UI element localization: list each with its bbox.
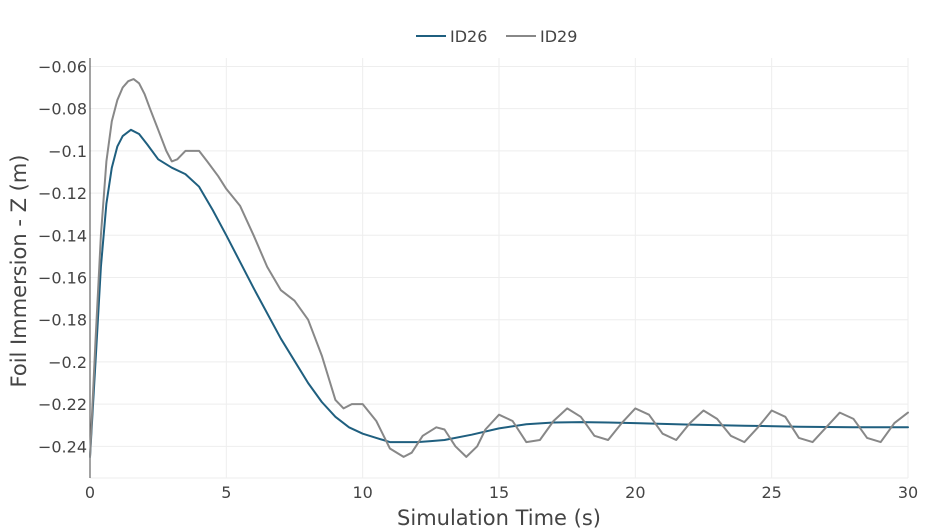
x-tick-label: 0 [85, 483, 95, 502]
legend-label: ID26 [450, 27, 487, 46]
x-tick-labels: 0 5 10 15 20 25 30 [85, 483, 918, 502]
y-tick-labels: −0.24 −0.22 −0.2 −0.18 −0.16 −0.14 −0.12 −0.1 −0… [38, 57, 87, 456]
y-tick-label: −0.16 [38, 268, 87, 287]
legend-item-id29[interactable]: ID29 [506, 27, 577, 46]
x-gridlines [225, 58, 909, 478]
y-gridlines [90, 65, 908, 447]
y-tick-label: −0.22 [38, 395, 87, 414]
series-line-id29 [89, 78, 909, 458]
x-tick-label: 20 [625, 483, 645, 502]
y-tick-label: −0.18 [38, 311, 87, 330]
y-tick-label: −0.14 [38, 226, 87, 245]
legend-item-id26[interactable]: ID26 [416, 27, 487, 46]
y-tick-label: −0.12 [38, 184, 87, 203]
y-tick-label: −0.24 [38, 437, 87, 456]
y-tick-label: −0.2 [48, 353, 87, 372]
y-axis-title: Foil Immersion - Z (m) [7, 155, 31, 388]
x-tick-label: 30 [898, 483, 918, 502]
y-tick-label: −0.1 [48, 142, 87, 161]
x-axis-title: Simulation Time (s) [397, 506, 601, 528]
x-tick-label: 10 [352, 483, 372, 502]
x-tick-label: 15 [489, 483, 509, 502]
x-tick-label: 25 [761, 483, 781, 502]
legend-label: ID29 [540, 27, 577, 46]
x-tick-label: 5 [221, 483, 231, 502]
legend[interactable]: ID26 ID29 [416, 27, 577, 46]
y-tick-label: −0.06 [38, 57, 87, 76]
y-tick-label: −0.08 [38, 100, 87, 119]
series-line-id26 [89, 128, 909, 458]
series-layer [89, 78, 909, 458]
